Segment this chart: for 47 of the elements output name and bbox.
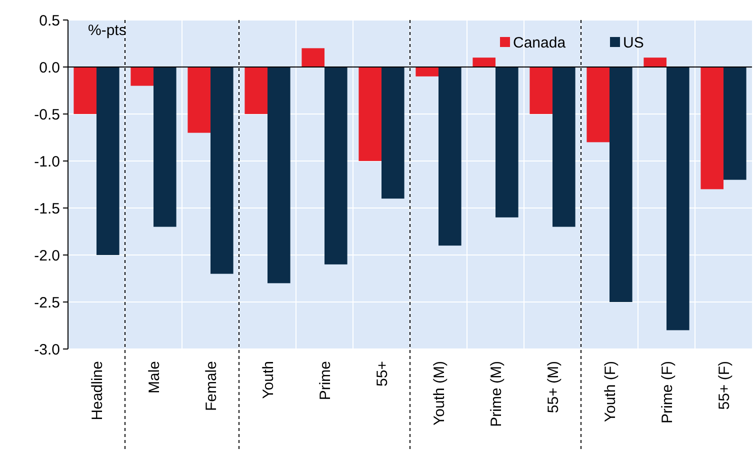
x-tick-label: Prime: [316, 361, 334, 400]
bar: [700, 67, 724, 190]
legend-label: US: [623, 34, 644, 52]
bar: [472, 58, 496, 67]
y-axis-title: %-pts: [88, 22, 126, 39]
bar: [416, 67, 438, 76]
y-tick-label: -1.0: [34, 153, 60, 170]
bar: [130, 67, 154, 86]
bar: [666, 67, 690, 330]
bar: [496, 67, 518, 218]
y-tick-label: -2.5: [34, 294, 60, 312]
bar: [644, 58, 666, 67]
y-tick-label: 0.0: [39, 59, 60, 76]
bar: [268, 67, 290, 284]
bar: [586, 67, 610, 142]
y-tick-label: -2.0: [34, 247, 60, 264]
bar: [324, 67, 348, 264]
bar: [358, 67, 382, 161]
bar: [382, 67, 404, 199]
bar: [96, 67, 120, 255]
legend-label: Canada: [513, 34, 566, 52]
bar: [188, 67, 210, 133]
bar: [154, 67, 176, 227]
bar: [244, 67, 268, 114]
y-tick-label: -3.0: [34, 341, 60, 358]
x-tick-label: 55+ (F): [716, 360, 733, 410]
x-tick-label: Youth: [260, 361, 277, 399]
bar: [210, 67, 234, 274]
x-tick-label: Female: [202, 361, 220, 412]
bar: [610, 67, 632, 302]
x-tick-label: Youth (M): [430, 361, 448, 426]
y-tick-label: -1.5: [34, 200, 60, 218]
bar: [302, 48, 324, 67]
y-tick-label: -0.5: [34, 106, 60, 124]
x-tick-label: Prime (M): [488, 361, 505, 427]
x-tick-label: 55+ (M): [544, 361, 562, 414]
x-tick-label: 55+: [374, 360, 391, 386]
bar: [552, 67, 576, 227]
x-tick-label: Prime (F): [658, 361, 676, 424]
x-tick-label: Headline: [88, 361, 106, 420]
bar: [724, 67, 746, 180]
x-tick-label: Youth (F): [602, 361, 619, 422]
y-tick-label: 0.5: [39, 12, 60, 30]
bar: [74, 67, 96, 114]
x-tick-label: Male: [146, 361, 163, 394]
bar: [530, 67, 552, 114]
bar: [438, 67, 462, 246]
